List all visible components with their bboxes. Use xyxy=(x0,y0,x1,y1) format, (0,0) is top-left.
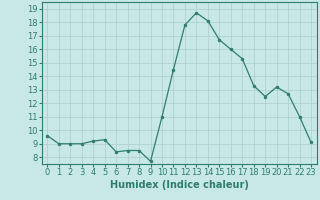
X-axis label: Humidex (Indice chaleur): Humidex (Indice chaleur) xyxy=(110,180,249,190)
